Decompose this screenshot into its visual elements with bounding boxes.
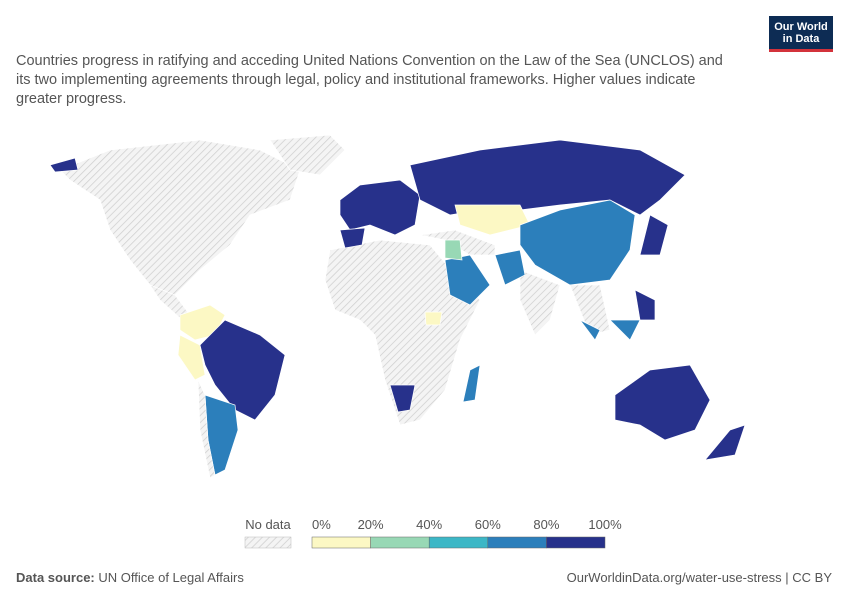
legend-tick-label: 80%: [533, 517, 559, 532]
country[interactable]: [324, 239, 481, 426]
source-label: Data source:: [16, 570, 95, 585]
country[interactable]: [339, 227, 366, 249]
legend-swatch: [311, 536, 371, 549]
country[interactable]: [639, 214, 669, 256]
country[interactable]: [339, 179, 421, 236]
logo[interactable]: Our World in Data: [769, 16, 833, 52]
country[interactable]: [609, 319, 641, 341]
country[interactable]: [462, 364, 481, 403]
legend-swatch: [428, 536, 489, 549]
country[interactable]: [409, 139, 686, 216]
source: Data source: UN Office of Legal Affairs: [16, 570, 244, 585]
logo-text: Our World: [774, 21, 828, 33]
legend-tick-label: 20%: [358, 517, 384, 532]
country[interactable]: [49, 157, 79, 173]
country[interactable]: [444, 239, 463, 261]
country[interactable]: [634, 289, 656, 321]
country[interactable]: [59, 139, 301, 301]
countries: [49, 134, 746, 479]
legend: No data 0% 20% 40% 60% 80% 100%: [244, 517, 622, 549]
legend-tick-label: 60%: [475, 517, 501, 532]
country[interactable]: [269, 134, 346, 176]
legend-swatch: [370, 536, 430, 549]
country[interactable]: [444, 254, 491, 306]
country[interactable]: [389, 384, 416, 413]
country[interactable]: [454, 204, 531, 236]
country[interactable]: [199, 319, 286, 421]
country[interactable]: [424, 311, 443, 326]
country[interactable]: [197, 379, 216, 479]
country[interactable]: [704, 424, 746, 461]
url[interactable]: OurWorldinData.org/water-use-stress | CC…: [566, 570, 832, 585]
legend-swatch: [244, 536, 292, 549]
legend-label: No data: [245, 517, 291, 532]
country[interactable]: [614, 364, 711, 441]
country[interactable]: [519, 269, 561, 336]
source-text: UN Office of Legal Affairs: [98, 570, 244, 585]
logo-text: in Data: [782, 33, 820, 45]
country[interactable]: [494, 249, 526, 286]
map: No data 0% 20% 40% 60% 80% 100%: [49, 134, 746, 549]
legend-swatch: [546, 536, 606, 549]
legend-tick-label: 40%: [416, 517, 442, 532]
country[interactable]: [579, 319, 601, 341]
country[interactable]: [177, 334, 206, 381]
legend-tick-label: 0%: [312, 517, 331, 532]
country[interactable]: [569, 284, 611, 336]
subtitle: Countries progress in ratifying and acce…: [16, 53, 723, 107]
legend-tick-label: 100%: [588, 517, 622, 532]
country[interactable]: [519, 199, 636, 286]
legend-swatch: [487, 536, 547, 549]
